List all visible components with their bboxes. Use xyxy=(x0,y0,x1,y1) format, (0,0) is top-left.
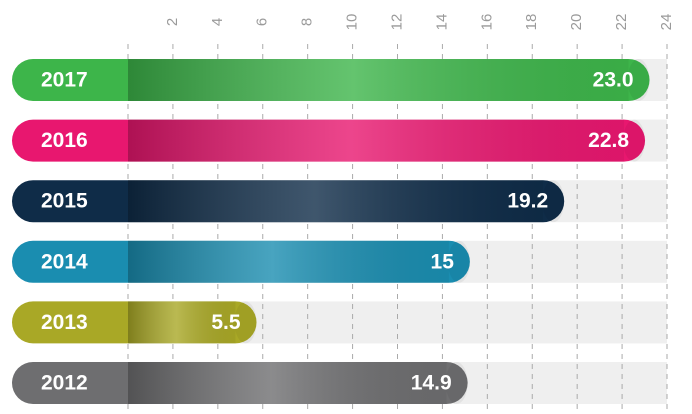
bar-shine xyxy=(128,362,447,404)
category-label: 2015 xyxy=(41,190,88,213)
bar-shine-cap xyxy=(542,180,565,223)
bar-shine-cap xyxy=(445,362,468,404)
x-tick-label: 10 xyxy=(344,14,361,31)
value-label: 5.5 xyxy=(211,311,241,334)
bar-shine-cap xyxy=(627,59,650,101)
category-label: 2013 xyxy=(41,311,88,334)
bar-shine-cap xyxy=(623,119,646,162)
value-label: 23.0 xyxy=(593,69,634,92)
x-tick-label: 6 xyxy=(254,18,271,26)
x-tick-label: 24 xyxy=(658,14,675,31)
x-tick-label: 4 xyxy=(209,18,226,26)
value-label: 22.8 xyxy=(588,129,629,152)
value-label: 19.2 xyxy=(507,190,548,213)
bar-shine xyxy=(128,119,625,162)
bar-shine xyxy=(128,240,449,283)
x-tick-label: 16 xyxy=(478,14,495,31)
bar-shine xyxy=(128,301,236,344)
category-label: 2014 xyxy=(41,250,88,273)
x-tick-label: 20 xyxy=(568,14,585,31)
bar-shine-cap xyxy=(447,240,470,283)
category-label: 2017 xyxy=(41,69,88,92)
value-label: 14.9 xyxy=(411,372,452,395)
bar-shine-cap xyxy=(234,301,257,344)
category-label: 2016 xyxy=(41,129,88,152)
bar-shine xyxy=(128,180,544,223)
bar-shine xyxy=(128,59,629,101)
value-label: 15 xyxy=(431,250,455,273)
x-tick-label: 12 xyxy=(388,14,405,31)
x-tick-label: 2 xyxy=(164,18,181,26)
category-label: 2012 xyxy=(41,372,88,395)
x-tick-label: 22 xyxy=(613,14,630,31)
x-tick-label: 18 xyxy=(523,14,540,31)
x-tick-label: 14 xyxy=(433,14,450,31)
x-tick-label: 8 xyxy=(299,18,316,26)
